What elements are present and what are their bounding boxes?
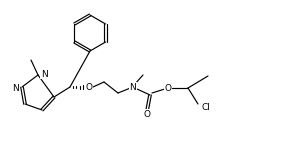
Text: O: O xyxy=(85,83,92,91)
Text: N: N xyxy=(12,83,19,93)
Text: O: O xyxy=(144,109,151,118)
Text: O: O xyxy=(164,83,171,93)
Text: N: N xyxy=(41,69,48,79)
Text: Cl: Cl xyxy=(202,103,211,111)
Text: N: N xyxy=(130,83,136,91)
